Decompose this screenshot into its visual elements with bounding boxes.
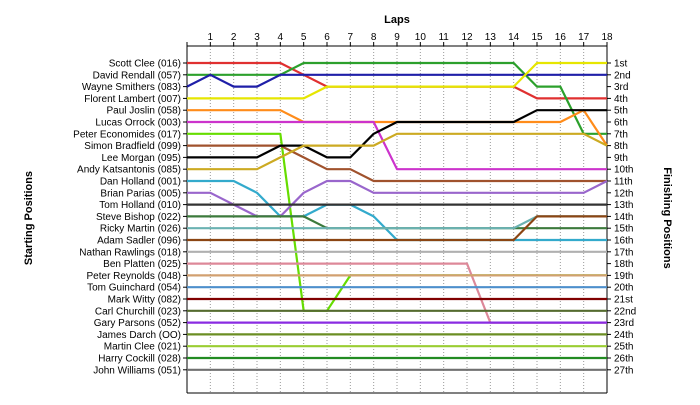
x-tick-label-1: 1 xyxy=(208,32,214,43)
series-line-8 xyxy=(187,144,607,183)
series-name-label-7: Peter Economides (017) xyxy=(73,129,181,140)
series-line-16 xyxy=(187,215,607,242)
finishing-position-label-3: 3rd xyxy=(614,82,628,93)
finishing-position-label-17: 17th xyxy=(614,247,633,258)
series-name-label-9: Lee Morgan (095) xyxy=(102,153,182,164)
x-tick-label-11: 11 xyxy=(438,32,449,43)
finishing-position-label-16: 16th xyxy=(614,236,633,247)
finishing-position-label-24: 24th xyxy=(614,330,633,341)
x-tick-label-2: 2 xyxy=(231,32,237,43)
finishing-position-label-19: 19th xyxy=(614,271,633,282)
starting-position-labels: Scott Clee (016)David Rendall (057)Wayne… xyxy=(73,59,181,377)
finishing-position-label-12: 12th xyxy=(614,188,633,199)
x-tick-label-18: 18 xyxy=(601,32,613,43)
finishing-position-label-8: 8th xyxy=(614,141,628,152)
series-name-label-8: Simon Bradfield (099) xyxy=(84,141,181,152)
finishing-position-label-25: 25th xyxy=(614,342,633,353)
finishing-position-label-22: 22nd xyxy=(614,306,636,317)
series-name-label-18: Ben Platten (025) xyxy=(103,259,181,270)
y-axis-left-title: Starting Positions xyxy=(23,171,35,265)
x-tick-label-6: 6 xyxy=(324,32,330,43)
series-line-6 xyxy=(187,120,607,171)
finishing-position-label-5: 5th xyxy=(614,106,628,117)
series-name-label-1: Scott Clee (016) xyxy=(109,59,181,70)
x-tick-label-9: 9 xyxy=(394,32,400,43)
finishing-position-label-15: 15th xyxy=(614,224,633,235)
series-name-label-15: Ricky Martin (026) xyxy=(100,224,181,235)
series-name-label-16: Adam Sadler (096) xyxy=(97,236,181,247)
series-name-label-4: Florent Lambert (007) xyxy=(84,94,181,105)
finishing-position-label-11: 11th xyxy=(614,177,633,188)
x-tick-label-7: 7 xyxy=(348,32,354,43)
series-line-10 xyxy=(187,132,608,171)
series-name-label-25: Martin Clee (021) xyxy=(104,342,181,353)
x-tick-label-8: 8 xyxy=(371,32,377,43)
finishing-position-label-2: 2nd xyxy=(614,70,631,81)
finishing-position-label-27: 27th xyxy=(614,365,633,376)
x-tick-label-12: 12 xyxy=(461,32,473,43)
finishing-position-labels: 1st2nd3rd4th5th6th7th8th9th10th11th12th1… xyxy=(614,59,636,377)
series-name-label-27: John Williams (051) xyxy=(93,365,181,376)
finishing-position-label-9: 9th xyxy=(614,153,628,164)
series-name-label-10: Andy Katsantonis (085) xyxy=(77,165,181,176)
series-line-4 xyxy=(187,61,607,100)
finishing-position-label-18: 18th xyxy=(614,259,633,270)
x-tick-label-13: 13 xyxy=(485,32,497,43)
finishing-position-label-23: 23rd xyxy=(614,318,634,329)
series-name-label-22: Carl Churchill (023) xyxy=(95,306,181,317)
finishing-position-label-1: 1st xyxy=(614,59,628,70)
series-name-label-23: Gary Parsons (052) xyxy=(94,318,181,329)
y-axis-right-title: Finishing Positions xyxy=(661,167,673,268)
finishing-position-label-21: 21st xyxy=(614,295,633,306)
series-name-label-12: Brian Parias (005) xyxy=(100,188,181,199)
series-name-label-17: Nathan Rawlings (018) xyxy=(79,247,181,258)
series-name-label-11: Dan Holland (001) xyxy=(100,177,181,188)
x-tick-label-5: 5 xyxy=(301,32,307,43)
series-name-label-19: Peter Reynolds (048) xyxy=(87,271,182,282)
x-tick-label-16: 16 xyxy=(555,32,567,43)
x-tick-label-10: 10 xyxy=(415,32,427,43)
series-line-2 xyxy=(187,61,607,135)
finishing-position-label-10: 10th xyxy=(614,165,633,176)
y-axis-right-title-group: Finishing Positions xyxy=(661,167,673,268)
series-lines xyxy=(186,61,608,371)
gridlines xyxy=(209,46,608,393)
x-tick-label-17: 17 xyxy=(578,32,590,43)
series-name-label-20: Tom Guinchard (054) xyxy=(87,283,181,294)
series-name-label-24: James Darch (OO) xyxy=(97,330,181,341)
series-name-label-13: Tom Holland (010) xyxy=(99,200,181,211)
series-name-label-14: Steve Bishop (022) xyxy=(96,212,181,223)
x-tick-labels: 1 2 3 4 5 6 7 8 9 10 11 12 13 14 15 16 17 18 xyxy=(208,32,613,43)
y-axis-left-title-group: Starting Positions xyxy=(23,171,35,265)
finishing-position-label-6: 6th xyxy=(614,118,628,129)
series-line-9 xyxy=(187,109,607,159)
series-name-label-3: Wayne Smithers (083) xyxy=(82,82,181,93)
finishing-position-label-20: 20th xyxy=(614,283,633,294)
series-line-1 xyxy=(187,61,607,100)
finishing-position-label-14: 14th xyxy=(614,212,633,223)
finishing-position-label-13: 13th xyxy=(614,200,633,211)
x-axis-title: Laps xyxy=(384,14,410,26)
series-name-label-26: Harry Cockill (028) xyxy=(98,354,181,365)
x-tick-label-4: 4 xyxy=(278,32,284,43)
series-name-label-2: David Rendall (057) xyxy=(93,70,181,81)
series-line-3 xyxy=(186,73,607,88)
series-name-label-21: Mark Witty (082) xyxy=(108,295,181,306)
finishing-position-label-7: 7th xyxy=(614,129,628,140)
x-tick-label-14: 14 xyxy=(508,32,520,43)
finishing-position-label-26: 26th xyxy=(614,354,633,365)
x-tick-label-3: 3 xyxy=(254,32,260,43)
finishing-position-label-4: 4th xyxy=(614,94,628,105)
series-line-11 xyxy=(187,179,607,242)
x-tick-label-15: 15 xyxy=(531,32,543,43)
series-name-label-5: Paul Joslin (058) xyxy=(107,106,181,117)
series-name-label-6: Lucas Orrock (003) xyxy=(95,118,181,129)
